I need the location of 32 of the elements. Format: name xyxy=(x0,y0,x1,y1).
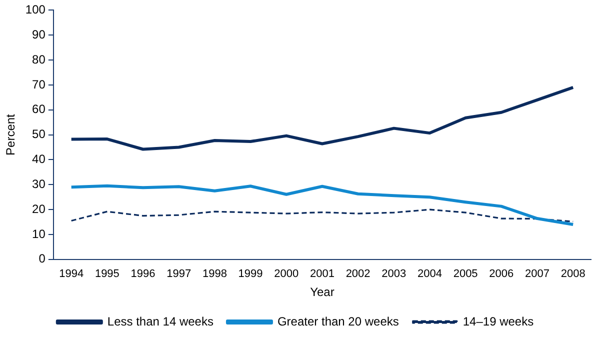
y-tick-label: 10 xyxy=(32,226,46,241)
x-tick-label: 1997 xyxy=(166,268,192,280)
y-tick-label: 20 xyxy=(32,202,46,216)
x-tick-label: 1998 xyxy=(202,268,227,280)
x-tick-label: 2006 xyxy=(489,268,514,280)
y-tick-label: 60 xyxy=(32,102,46,116)
x-tick-label: 2001 xyxy=(310,268,334,280)
y-tick-label: 50 xyxy=(32,127,46,142)
x-tick-label: 2007 xyxy=(525,268,550,280)
x-tick-label: 2005 xyxy=(453,268,478,280)
y-tick-label: 100 xyxy=(25,2,46,17)
y-tick-label: 30 xyxy=(32,176,46,191)
y-tick-label: 80 xyxy=(32,52,46,66)
x-tick-label: 1999 xyxy=(238,268,263,280)
y-tick-label: 70 xyxy=(32,77,46,92)
x-tick-label: 1996 xyxy=(130,268,156,280)
x-tick-label: 2000 xyxy=(274,268,299,280)
legend-label: Greater than 20 weeks xyxy=(277,314,399,328)
y-tick-label: 40 xyxy=(32,152,46,166)
y-tick-label: 90 xyxy=(32,27,46,42)
x-tick-label: 2004 xyxy=(417,268,442,280)
x-tick-label: 2008 xyxy=(560,268,586,280)
x-tick-label: 2003 xyxy=(382,268,406,280)
x-tick-label: 1995 xyxy=(94,268,120,280)
y-axis-title: Percent xyxy=(4,113,18,156)
line-series xyxy=(70,208,574,222)
legend-label: 14–19 weeks xyxy=(462,314,534,328)
x-tick-label: 2002 xyxy=(346,268,370,280)
x-tick-label: 1994 xyxy=(59,268,84,280)
y-tick-label: 0 xyxy=(38,252,46,266)
legend-label: Less than 14 weeks xyxy=(107,314,214,328)
x-axis-title: Year xyxy=(310,285,334,300)
